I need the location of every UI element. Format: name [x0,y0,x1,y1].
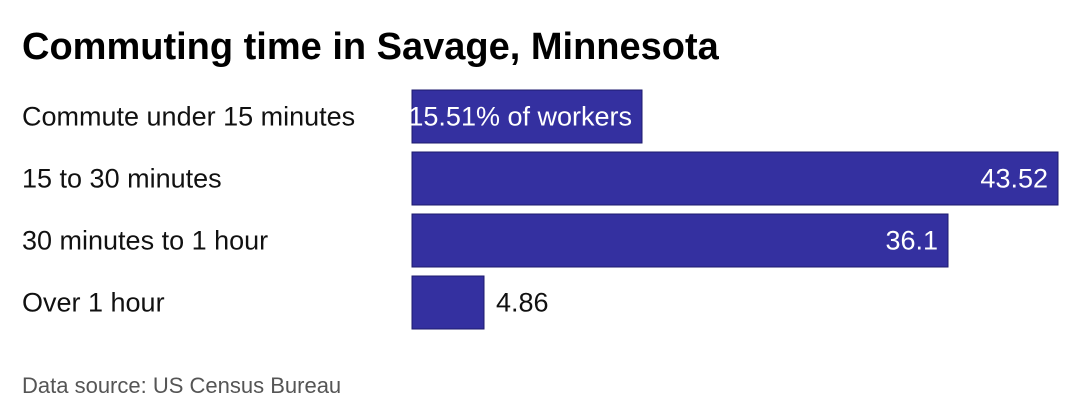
bar-chart: Commute under 15 minutes 15.51% of worker… [22,89,1059,330]
bar [411,275,485,330]
bar [411,89,643,144]
category-label: 15 to 30 minutes [22,164,222,194]
value-label: 4.86 [496,288,549,318]
value-label: 36.1 [885,226,938,256]
category-label: 30 minutes to 1 hour [22,226,268,256]
category-label: Commute under 15 minutes [22,102,355,132]
data-source-note: Data source: US Census Bureau [22,373,342,398]
bar [411,151,1059,206]
chart-title: Commuting time in Savage, Minnesota [22,26,719,68]
bar [411,213,949,268]
category-label: Over 1 hour [22,288,165,318]
value-label: 43.52 [980,164,1048,194]
value-label: 15.51% of workers [408,102,632,132]
